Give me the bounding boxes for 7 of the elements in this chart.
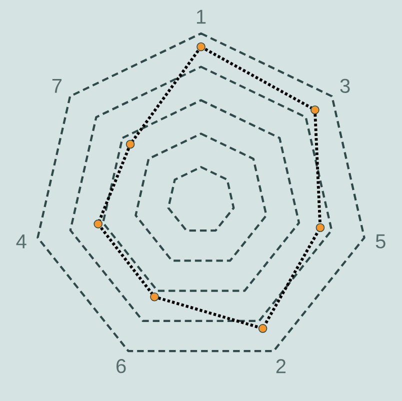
spoke-label: 5 — [376, 234, 386, 248]
spoke-label: 4 — [16, 234, 26, 248]
spoke-label: 1 — [196, 10, 206, 24]
spoke-label: 2 — [276, 359, 286, 374]
spoke-label: 7 — [52, 79, 62, 93]
spoke-label: 6 — [116, 359, 126, 374]
spoke-label: 3 — [340, 78, 350, 93]
